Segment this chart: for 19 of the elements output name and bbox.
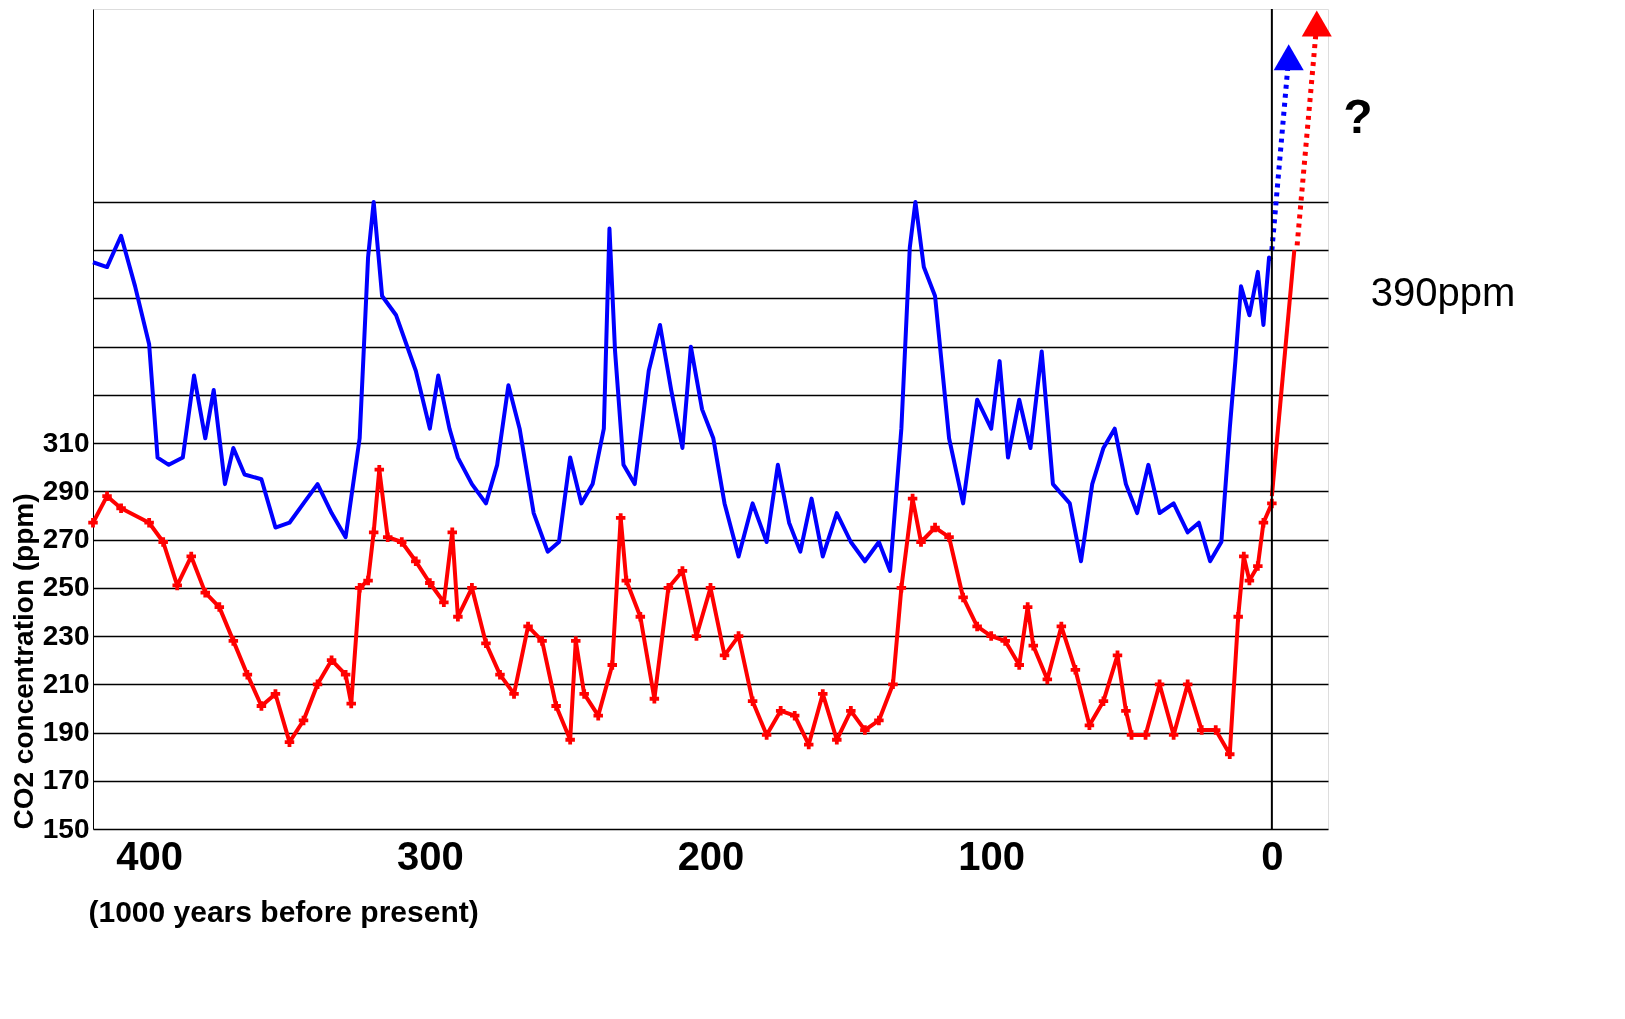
y-axis-title: CO2 concentration (ppm) [7,493,39,830]
x-tick-label: 100 [958,833,1026,878]
y-tick-label: 250 [42,571,90,603]
y-tick-label: 170 [42,764,90,796]
y-tick-label: 150 [42,812,90,844]
text: 390ppm [1370,270,1516,314]
y-tick-label: 210 [42,667,90,699]
y-tick-label: 310 [42,426,90,458]
x-tick-label: 200 [677,833,745,878]
y-tick-label: 230 [42,619,90,651]
line-series [91,199,1274,573]
x-tick-label: 300 [396,833,464,878]
x-tick-label: 400 [116,833,184,878]
text: ? [1343,90,1373,143]
y-tick-label: 290 [42,474,90,506]
y-tick-label: 270 [42,523,90,555]
x-tick-label: 0 [1261,833,1284,878]
x-axis-title: (1000 years before present) [88,894,479,928]
y-tick-label: 190 [42,716,90,748]
